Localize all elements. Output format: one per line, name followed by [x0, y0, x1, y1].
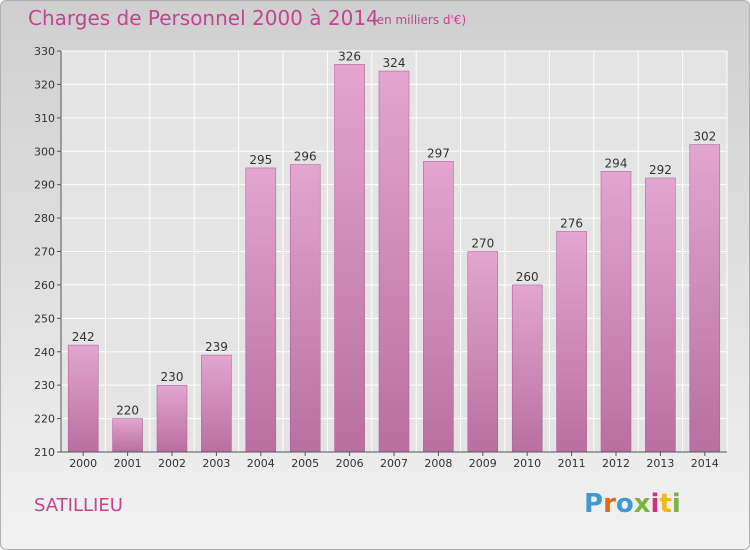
- x-tick-label: 2004: [247, 457, 275, 470]
- bar: [511, 284, 543, 453]
- x-tick-label: 2010: [513, 457, 541, 470]
- bar: [67, 344, 99, 453]
- y-tick-label: 320: [34, 78, 55, 91]
- x-tick-label: 2008: [424, 457, 452, 470]
- x-tick-label: 2005: [291, 457, 319, 470]
- data-label: 302: [693, 130, 716, 144]
- x-tick-label: 2001: [114, 457, 142, 470]
- x-tick-label: 2006: [336, 457, 364, 470]
- proxiti-logo: Proxiti: [584, 489, 681, 519]
- data-label: 270: [471, 237, 494, 251]
- data-label: 296: [294, 150, 317, 164]
- y-tick-label: 250: [34, 312, 55, 325]
- x-tick-label: 2014: [691, 457, 719, 470]
- y-tick-label: 280: [34, 212, 55, 225]
- data-label: 220: [116, 404, 139, 418]
- data-label: 230: [161, 370, 184, 384]
- bar: [245, 167, 277, 453]
- data-label: 324: [383, 56, 406, 70]
- data-label: 294: [605, 156, 628, 170]
- x-tick-label: 2002: [158, 457, 186, 470]
- bar: [423, 161, 454, 453]
- x-tick-label: 2009: [469, 457, 497, 470]
- x-tick-label: 2007: [380, 457, 408, 470]
- y-tick-label: 210: [34, 446, 55, 459]
- bar: [600, 171, 632, 453]
- x-tick-label: 2003: [202, 457, 230, 470]
- y-tick-label: 270: [34, 246, 55, 259]
- y-tick-label: 310: [34, 112, 55, 125]
- y-tick-label: 230: [34, 379, 55, 392]
- bar: [467, 251, 499, 453]
- data-label: 295: [249, 153, 272, 167]
- bar: [689, 144, 721, 453]
- data-label: 276: [560, 216, 583, 230]
- y-tick-label: 260: [34, 279, 55, 292]
- y-tick-label: 300: [34, 145, 55, 158]
- y-tick-label: 290: [34, 179, 55, 192]
- data-label: 297: [427, 146, 450, 160]
- data-label: 292: [649, 163, 672, 177]
- y-tick-label: 240: [34, 346, 55, 359]
- data-label: 239: [205, 340, 228, 354]
- y-tick-label: 330: [34, 45, 55, 58]
- x-tick-label: 2000: [69, 457, 97, 470]
- bar: [378, 70, 410, 453]
- chart-title: Charges de Personnel 2000 à 2014: [28, 6, 379, 30]
- chart-unit: (en milliers d'€): [372, 13, 467, 27]
- x-tick-label: 2012: [602, 457, 630, 470]
- bar: [556, 231, 587, 453]
- data-label: 326: [338, 49, 361, 63]
- bar: [289, 164, 321, 453]
- bar: [334, 64, 365, 453]
- x-tick-label: 2011: [558, 457, 586, 470]
- bar: [201, 354, 232, 453]
- bar: [156, 384, 188, 453]
- bar: [645, 177, 676, 453]
- bar: [112, 418, 143, 453]
- data-label: 260: [516, 270, 539, 284]
- data-label: 242: [72, 330, 95, 344]
- commune-name: SATILLIEU: [34, 495, 123, 516]
- x-tick-label: 2013: [646, 457, 674, 470]
- y-tick-label: 220: [34, 413, 55, 426]
